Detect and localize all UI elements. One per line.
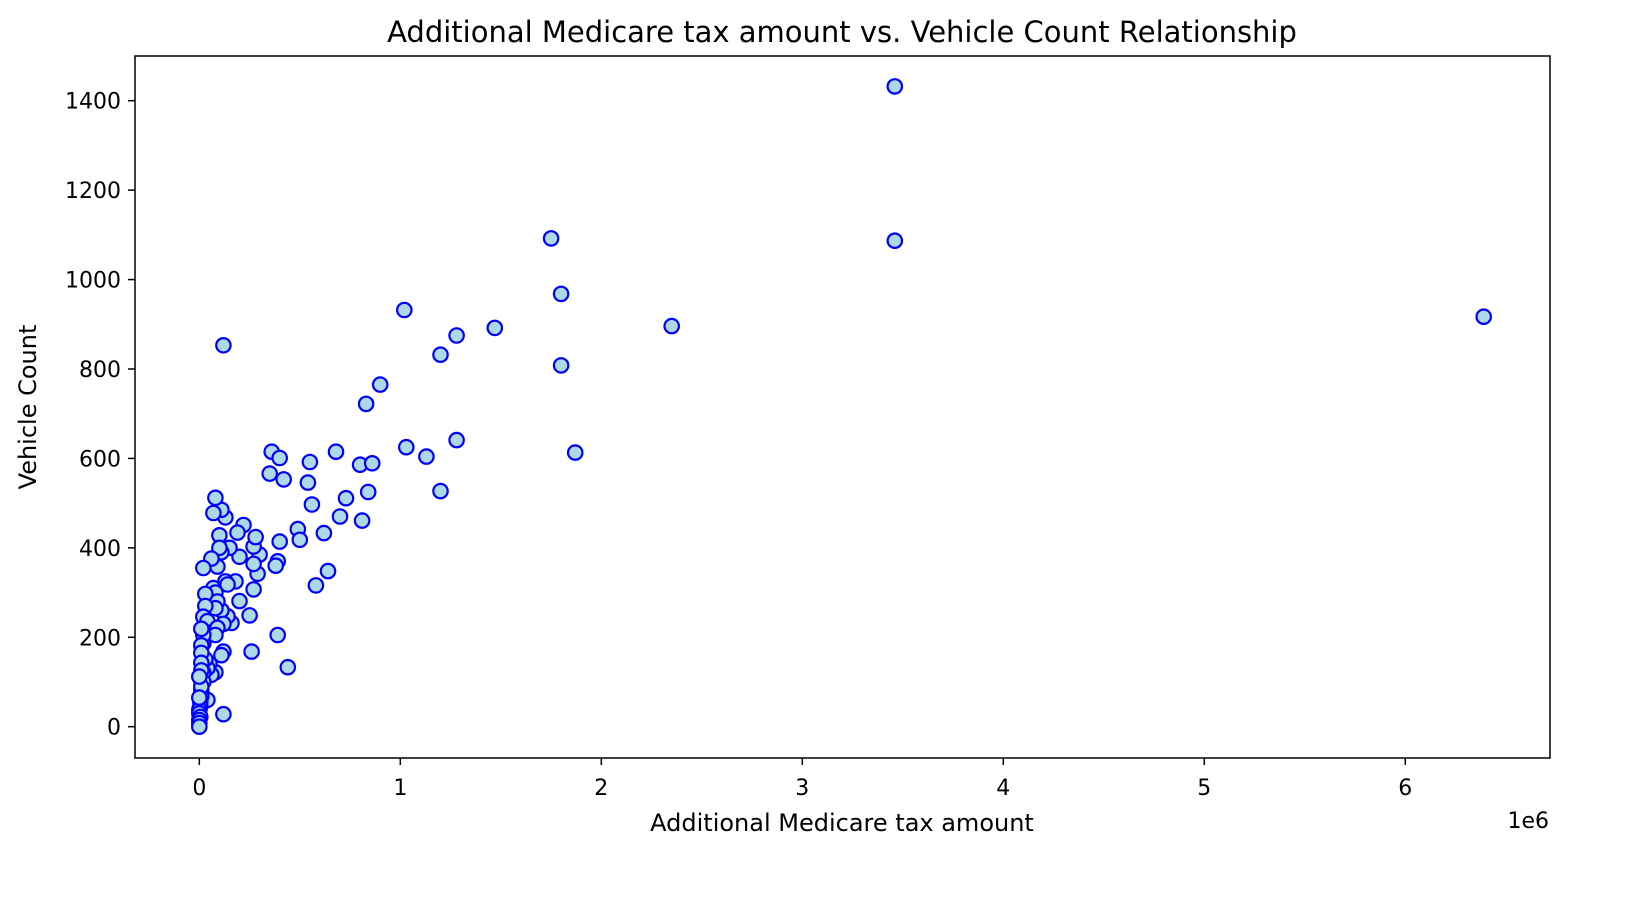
scatter-point xyxy=(448,431,465,449)
scatter-point xyxy=(215,336,232,354)
x-tick-label: 1 xyxy=(393,776,407,801)
x-axis-label: Additional Medicare tax amount xyxy=(650,809,1034,837)
scatter-point xyxy=(207,489,224,507)
scatter-point xyxy=(395,301,413,319)
scatter-point xyxy=(213,646,230,664)
scatter-point xyxy=(215,705,232,723)
x-tick-label: 0 xyxy=(192,776,206,801)
scatter-point xyxy=(269,626,286,644)
scatter-point xyxy=(245,581,262,598)
x-tick-label: 5 xyxy=(1197,776,1211,801)
scatter-point xyxy=(432,482,449,500)
chart-title: Additional Medicare tax amount vs. Vehic… xyxy=(387,15,1297,49)
scatter-point xyxy=(243,643,260,660)
scatter-point xyxy=(267,557,284,574)
scatter-point xyxy=(357,395,375,413)
scatter-point xyxy=(371,376,389,393)
y-tick-label: 1000 xyxy=(65,269,121,294)
scatter-point xyxy=(231,548,248,566)
y-tick-label: 200 xyxy=(79,626,121,651)
scatter-point xyxy=(319,562,337,580)
scatter-point xyxy=(291,531,309,549)
scatter-point xyxy=(191,668,208,685)
scatter-point xyxy=(241,607,258,624)
scatter-point xyxy=(211,539,228,557)
scatter-point xyxy=(303,496,321,513)
scatter-point xyxy=(275,471,292,488)
y-axis-label: Vehicle Count xyxy=(14,325,42,490)
scatter-point xyxy=(279,658,297,676)
scatter-point xyxy=(271,449,288,467)
y-tick-label: 600 xyxy=(79,447,121,472)
y-tick-label: 1400 xyxy=(65,90,121,115)
scatter-point xyxy=(566,444,584,461)
scatter-point xyxy=(315,524,333,542)
scatter-point xyxy=(231,592,248,610)
x-tick-label: 3 xyxy=(795,776,809,801)
plot-frame xyxy=(134,55,1551,759)
scatter-point xyxy=(663,317,680,335)
scatter-point xyxy=(552,285,570,303)
scatter-point xyxy=(1475,308,1492,325)
scatter-point xyxy=(337,489,355,507)
scatter-point xyxy=(327,443,345,460)
x-axis-offset-text: 1e6 xyxy=(1507,809,1549,834)
scatter-point xyxy=(397,438,415,456)
scatter-point xyxy=(359,483,377,501)
scatter-point xyxy=(542,230,560,247)
x-axis-ticks: 0 1 2 3 4 5 6 xyxy=(192,758,1412,801)
scatter-point xyxy=(886,78,904,95)
x-tick-label: 6 xyxy=(1398,776,1412,801)
scatter-point xyxy=(193,620,210,638)
scatter-point xyxy=(205,504,222,522)
x-tick-label: 4 xyxy=(996,776,1010,801)
scatter-point xyxy=(886,232,904,249)
x-tick-label: 2 xyxy=(594,776,608,801)
scatter-point xyxy=(418,448,435,465)
scatter-point xyxy=(301,453,319,471)
scatter-point xyxy=(353,512,371,529)
scatter-point xyxy=(331,508,349,525)
scatter-point xyxy=(191,689,208,706)
scatter-point xyxy=(247,528,264,546)
y-tick-label: 1200 xyxy=(65,179,121,204)
scatter-point xyxy=(219,576,236,593)
y-tick-label: 0 xyxy=(107,716,121,741)
scatter-point xyxy=(271,533,288,550)
scatter-point xyxy=(245,555,262,573)
scatter-point xyxy=(363,454,381,472)
scatter-point xyxy=(486,319,504,337)
scatter-point xyxy=(552,357,570,374)
scatter-point xyxy=(261,465,278,482)
scatter-point xyxy=(299,474,317,491)
y-tick-label: 400 xyxy=(79,537,121,562)
scatter-point xyxy=(448,327,465,344)
y-tick-label: 800 xyxy=(79,358,121,383)
scatter-point xyxy=(432,346,449,363)
points-layer xyxy=(191,78,1492,735)
scatter-point xyxy=(307,577,325,594)
y-axis-ticks: 0 200 400 600 800 1000 1200 1400 xyxy=(65,90,135,741)
scatter-point xyxy=(195,559,212,577)
scatter-point xyxy=(229,524,246,541)
scatter-point xyxy=(191,718,208,735)
